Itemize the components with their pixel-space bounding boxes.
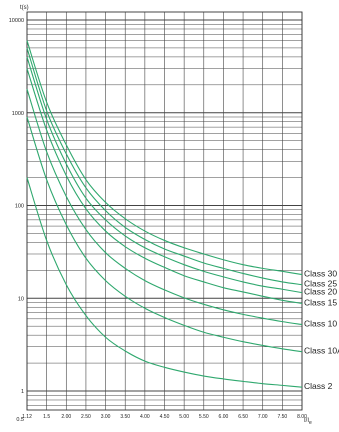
y-tick-label: 100 <box>15 204 24 210</box>
x-tick-label: 7.00 <box>258 414 268 420</box>
series-line <box>26 88 303 326</box>
x-tick-label: 6.00 <box>219 414 229 420</box>
series-label: Class 10A <box>304 346 339 356</box>
series-line <box>26 56 303 294</box>
x-tick-label: 4.50 <box>160 414 170 420</box>
x-axis-label: I/Ie <box>304 418 312 426</box>
y-tick-label: 0.5 <box>16 417 24 423</box>
x-tick-label: 4.00 <box>140 414 150 420</box>
x-axis-label-main: I/I <box>304 418 309 424</box>
series-line <box>26 116 303 353</box>
x-tick-label: 7.50 <box>277 414 287 420</box>
x-tick-label: 2.00 <box>61 414 71 420</box>
series-label: Class 10 <box>304 319 337 329</box>
tick-labels: 0.5 1 10 100 1000 10000 1.12 1.5 2.00 2.50 3.00 3.5… <box>9 18 339 423</box>
series-line <box>26 68 303 304</box>
x-tick-label: 3.00 <box>101 414 111 420</box>
series-label: Class 15 <box>304 297 337 307</box>
x-tick-label: 2.50 <box>81 414 91 420</box>
series-label: Class 30 <box>304 269 337 279</box>
x-tick-label: 5.50 <box>199 414 209 420</box>
x-tick-label: 1.5 <box>43 414 50 420</box>
y-tick-label: 1000 <box>12 111 24 117</box>
x-tick-label: 5.00 <box>179 414 189 420</box>
plot-frame <box>26 11 303 411</box>
x-tick-label: 1.12 <box>22 414 32 420</box>
series-line <box>26 177 303 388</box>
x-axis-label-sub: e <box>309 420 312 426</box>
series-label: Class 25 <box>304 279 337 289</box>
y-tick-label: 1 <box>21 389 24 395</box>
series-line <box>26 40 303 276</box>
series-line <box>26 47 303 286</box>
x-tick-label: 6.50 <box>238 414 248 420</box>
x-tick-label: 3.50 <box>120 414 130 420</box>
y-axis-label: t(s) <box>20 5 29 11</box>
series-lines <box>26 40 303 388</box>
x-tick-label: 8.00 <box>297 414 307 420</box>
grid <box>26 11 303 411</box>
y-tick-label: 10 <box>18 296 24 302</box>
series-label: Class 2 <box>304 381 333 391</box>
y-tick-label: 10000 <box>9 18 24 24</box>
series-label: Class 20 <box>304 287 337 297</box>
